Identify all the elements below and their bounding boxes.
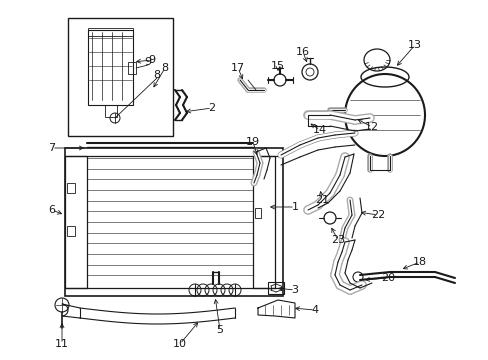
Text: 9: 9 [148,55,155,65]
Text: 10: 10 [173,339,186,349]
Bar [88,30,133,105]
Text: 8: 8 [161,63,168,73]
Text: 16: 16 [295,47,309,57]
Text: 22: 22 [370,210,385,220]
Bar [252,156,274,288]
Text: 21: 21 [314,195,328,205]
Text: 8: 8 [153,70,160,80]
Text: 23: 23 [330,235,345,245]
Bar [67,183,75,193]
Text: 2: 2 [208,103,215,113]
Text: 15: 15 [270,61,285,71]
Text: 19: 19 [245,137,260,147]
Text: 14: 14 [312,125,326,135]
Bar [128,62,136,74]
Text: 3: 3 [291,285,298,295]
Text: 4: 4 [311,305,318,315]
Bar [254,208,261,218]
Bar [88,28,133,36]
Bar [105,105,117,117]
Text: 12: 12 [364,122,378,132]
Text: 1: 1 [291,202,298,212]
Text: 9: 9 [144,57,151,67]
Text: 17: 17 [230,63,244,73]
Bar [267,282,284,294]
Text: 20: 20 [380,273,394,283]
Text: 7: 7 [48,143,56,153]
Text: 6: 6 [48,205,55,215]
Bar [65,148,283,296]
Bar [68,18,173,136]
Text: 18: 18 [412,257,426,267]
Bar [67,226,75,236]
Text: 13: 13 [407,40,421,50]
Text: 5: 5 [216,325,223,335]
Text: 11: 11 [55,339,69,349]
Bar [65,156,87,288]
